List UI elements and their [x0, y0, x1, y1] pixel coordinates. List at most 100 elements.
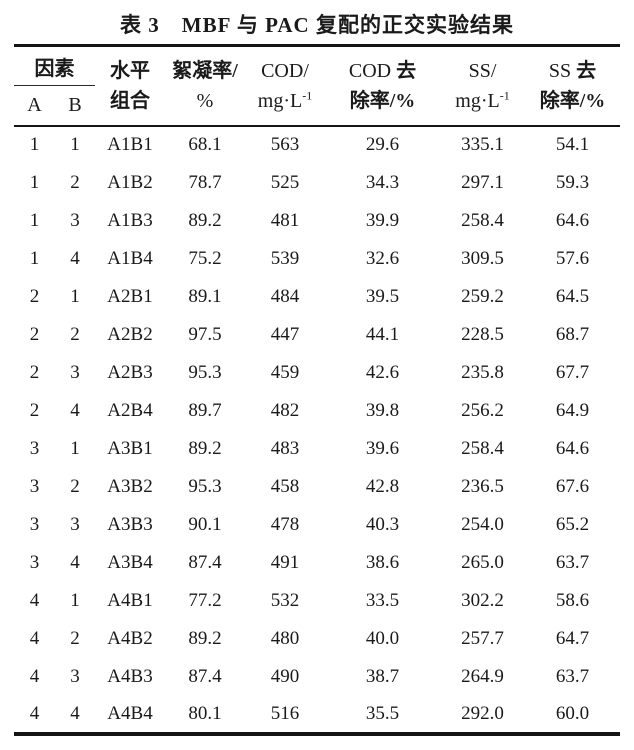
table-cell: 63.7	[555, 665, 590, 687]
table-cell: 2	[70, 323, 80, 345]
table-cell: 1	[29, 209, 40, 231]
results-table: 因素 水平 组合 絮凝率/ % COD/ mg·L-1 COD 去 除率/%	[14, 44, 620, 736]
header-factor-label: 因素	[34, 57, 75, 80]
table-cell: 2	[29, 399, 40, 421]
table-cell: 89.1	[188, 285, 222, 307]
table-cell: 65.2	[555, 513, 590, 535]
table-cell: A4B4	[107, 702, 153, 724]
table-cell: 236.5	[461, 475, 504, 497]
table-cell: 532	[270, 589, 300, 611]
header-level-combo: 水平 组合	[95, 46, 165, 126]
table-cell: A1B1	[95, 124, 165, 164]
table-cell: 42.8	[365, 475, 400, 497]
table-cell: 38.7	[365, 665, 400, 687]
table-cell: 3	[70, 665, 80, 687]
table-cell: 256.2	[461, 399, 504, 421]
table-cell: 516	[270, 702, 300, 724]
table-cell: 38.6	[365, 551, 400, 573]
table-cell: 40.0	[365, 627, 400, 649]
table-cell: 481	[270, 209, 300, 231]
table-cell: 35.5	[365, 702, 400, 724]
table-cell: 59.3	[555, 171, 590, 193]
header-cod-removal-latin: COD	[348, 59, 392, 82]
table-cell: 67.6	[555, 475, 590, 497]
header-ss-removal-line1: SS 去	[525, 56, 620, 86]
table-row: 2 1 A2B1 89.1 484 39.5 259.2 64.5	[14, 278, 620, 316]
table-row: 1 2 A1B2 78.7 525 34.3 297.1 59.3	[14, 164, 620, 202]
header-ss-removal-line2: 除率/%	[539, 89, 606, 112]
table-cell: 447	[270, 323, 300, 345]
table-cell: 1	[29, 247, 40, 269]
table-cell: 309.5	[461, 247, 504, 269]
table-cell: 60.0	[555, 702, 590, 724]
table-cell: 33.5	[365, 589, 400, 611]
header-cod-removal-cjk: 去	[396, 59, 417, 82]
table-cell: 64.9	[555, 399, 590, 421]
table-cell: 68.1	[165, 124, 245, 164]
header-flocculation-rate-line1: 絮凝率/	[172, 59, 238, 82]
table-cell: 2	[29, 361, 40, 383]
header-cod-removal-line1: COD 去	[325, 56, 440, 86]
table-cell: 57.6	[555, 247, 590, 269]
header-cod-removal-line2: 除率/%	[349, 89, 416, 112]
table-cell: 87.4	[188, 551, 222, 573]
table-cell: 80.1	[188, 702, 222, 724]
table-cell: 491	[270, 551, 300, 573]
table-cell: 259.2	[461, 285, 504, 307]
table-row: 3 2 A3B2 95.3 458 42.8 236.5 67.6	[14, 468, 620, 506]
table-cell: 258.4	[461, 209, 504, 231]
table-row: 1 4 A1B4 75.2 539 32.6 309.5 57.6	[14, 240, 620, 278]
table-cell: A2B3	[107, 361, 153, 383]
table-cell: 1	[70, 285, 80, 307]
table-cell: 97.5	[188, 323, 222, 345]
table-cell: 563	[245, 124, 325, 164]
table-cell: A3B2	[107, 475, 153, 497]
table-cell: 64.6	[555, 437, 590, 459]
table-cell: 2	[70, 171, 80, 193]
header-factor-b: B	[68, 93, 82, 116]
table-cell: 95.3	[188, 475, 222, 497]
table-cell: A2B4	[107, 399, 153, 421]
table-cell: A2B1	[107, 285, 153, 307]
table-cell: 228.5	[461, 323, 504, 345]
table-cell: 29.6	[325, 124, 440, 164]
header-factor-a: A	[27, 93, 42, 116]
table-cell: 297.1	[461, 171, 504, 193]
table-cell: 42.6	[365, 361, 400, 383]
table-cell: 3	[29, 475, 40, 497]
table-cell: 34.3	[365, 171, 400, 193]
table-cell: 78.7	[188, 171, 222, 193]
table-cell: 39.9	[365, 209, 400, 231]
table-cell: 75.2	[188, 247, 222, 269]
table-cell: 64.5	[555, 285, 590, 307]
header-flocculation-rate-unit: %	[196, 89, 214, 112]
header-cod-line1: COD/	[261, 59, 309, 82]
table-cell: 257.7	[461, 627, 504, 649]
table-cell: 4	[29, 702, 40, 724]
table-cell: 58.6	[555, 589, 590, 611]
table-cell: 1	[70, 437, 80, 459]
table-body: 1 1 A1B1 68.1 563 29.6 335.1 54.1 1 2 A1B2 78.7 525 3…	[14, 124, 620, 734]
table-cell: 89.2	[188, 627, 222, 649]
header-level-combo-line1: 水平	[110, 59, 150, 82]
table-row: 4 1 A4B1 77.2 532 33.5 302.2 58.6	[14, 582, 620, 620]
table-cell: A4B1	[107, 589, 153, 611]
table-cell: 67.7	[555, 361, 590, 383]
header-flocculation-rate: 絮凝率/ %	[165, 46, 245, 126]
table-cell: 2	[70, 627, 80, 649]
table-cell: 235.8	[461, 361, 504, 383]
table-cell: A1B4	[107, 247, 153, 269]
table-cell: 459	[270, 361, 300, 383]
header-factor-group: 因素	[14, 45, 95, 86]
table-cell: 39.5	[365, 285, 400, 307]
table-cell: 539	[270, 247, 300, 269]
table-row: 1 1 A1B1 68.1 563 29.6 335.1 54.1	[14, 124, 620, 164]
header-cod-unit-sup: -1	[302, 88, 313, 103]
table-cell: 3	[29, 513, 40, 535]
table-cell: 89.2	[188, 209, 222, 231]
table-row: 2 4 A2B4 89.7 482 39.8 256.2 64.9	[14, 392, 620, 430]
header-ss-line1: SS/	[468, 59, 497, 82]
table-cell: 3	[29, 437, 40, 459]
table-cell: A4B2	[107, 627, 153, 649]
table-cell: 254.0	[461, 513, 504, 535]
